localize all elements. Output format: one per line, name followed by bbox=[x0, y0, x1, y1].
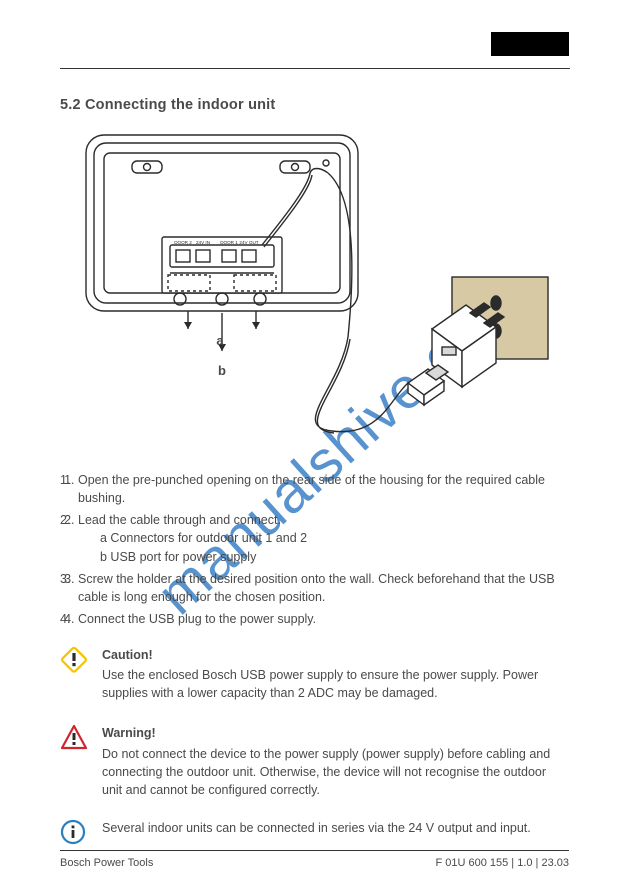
step-text: Screw the holder at the desired position… bbox=[78, 572, 555, 604]
figure-svg: DOOR 2 24V IN DOOR 1 24V OUT a b bbox=[60, 127, 570, 457]
step-text: Open the pre-punched opening on the rear… bbox=[78, 473, 545, 505]
warning-title: Warning! bbox=[102, 724, 569, 742]
port-label: 24V IN bbox=[196, 240, 210, 245]
footer-left: Bosch Power Tools bbox=[60, 857, 153, 869]
step-number: 4. bbox=[60, 610, 70, 628]
port-label: DOOR 2 bbox=[174, 240, 192, 245]
page: manualshive.com 5.2 Connecting the indoo… bbox=[0, 0, 629, 893]
step-4: 4. Connect the USB plug to the power sup… bbox=[78, 610, 569, 628]
step-sub: a Connectors for outdoor unit 1 and 2 bbox=[100, 529, 569, 547]
step-sub: b USB port for power supply bbox=[100, 548, 569, 566]
info-callout: Several indoor units can be connected in… bbox=[60, 819, 569, 837]
caution-icon bbox=[60, 646, 88, 679]
info-icon bbox=[60, 819, 86, 850]
figure-label-b: b bbox=[218, 363, 226, 378]
warning-body: Do not connect the device to the power s… bbox=[102, 745, 569, 799]
language-bar bbox=[491, 32, 569, 56]
step-3: 3. Screw the holder at the desired posit… bbox=[78, 570, 569, 606]
figure: DOOR 2 24V IN DOOR 1 24V OUT a b bbox=[60, 127, 570, 457]
caution-callout: Caution! Use the enclosed Bosch USB powe… bbox=[60, 646, 569, 702]
caution-title: Caution! bbox=[102, 646, 569, 664]
port-label: DOOR 1 bbox=[220, 240, 238, 245]
info-body: Several indoor units can be connected in… bbox=[102, 819, 569, 837]
section-title: 5.2 Connecting the indoor unit bbox=[60, 97, 569, 113]
steps-list: 1. Open the pre-punched opening on the r… bbox=[60, 471, 569, 628]
step-text: Connect the USB plug to the power supply… bbox=[78, 612, 316, 626]
step-number: 2. bbox=[60, 511, 70, 529]
step-1: 1. Open the pre-punched opening on the r… bbox=[78, 471, 569, 507]
footer-right: F 01U 600 155 | 1.0 | 23.03 bbox=[435, 857, 569, 869]
caution-body: Use the enclosed Bosch USB power supply … bbox=[102, 666, 569, 702]
header bbox=[60, 0, 569, 62]
step-2: 2. Lead the cable through and connect. a… bbox=[78, 511, 569, 565]
warning-icon bbox=[60, 724, 88, 755]
bottom-rule bbox=[60, 850, 569, 851]
step-number: 1. bbox=[60, 471, 70, 489]
footer: Bosch Power Tools F 01U 600 155 | 1.0 | … bbox=[60, 850, 569, 869]
port-label: 24V OUT bbox=[239, 240, 258, 245]
step-number: 3. bbox=[60, 570, 70, 588]
warning-callout: Warning! Do not connect the device to th… bbox=[60, 724, 569, 799]
figure-label-a: a bbox=[216, 333, 224, 348]
step-text: Lead the cable through and connect. bbox=[78, 513, 281, 527]
top-rule bbox=[60, 68, 570, 69]
